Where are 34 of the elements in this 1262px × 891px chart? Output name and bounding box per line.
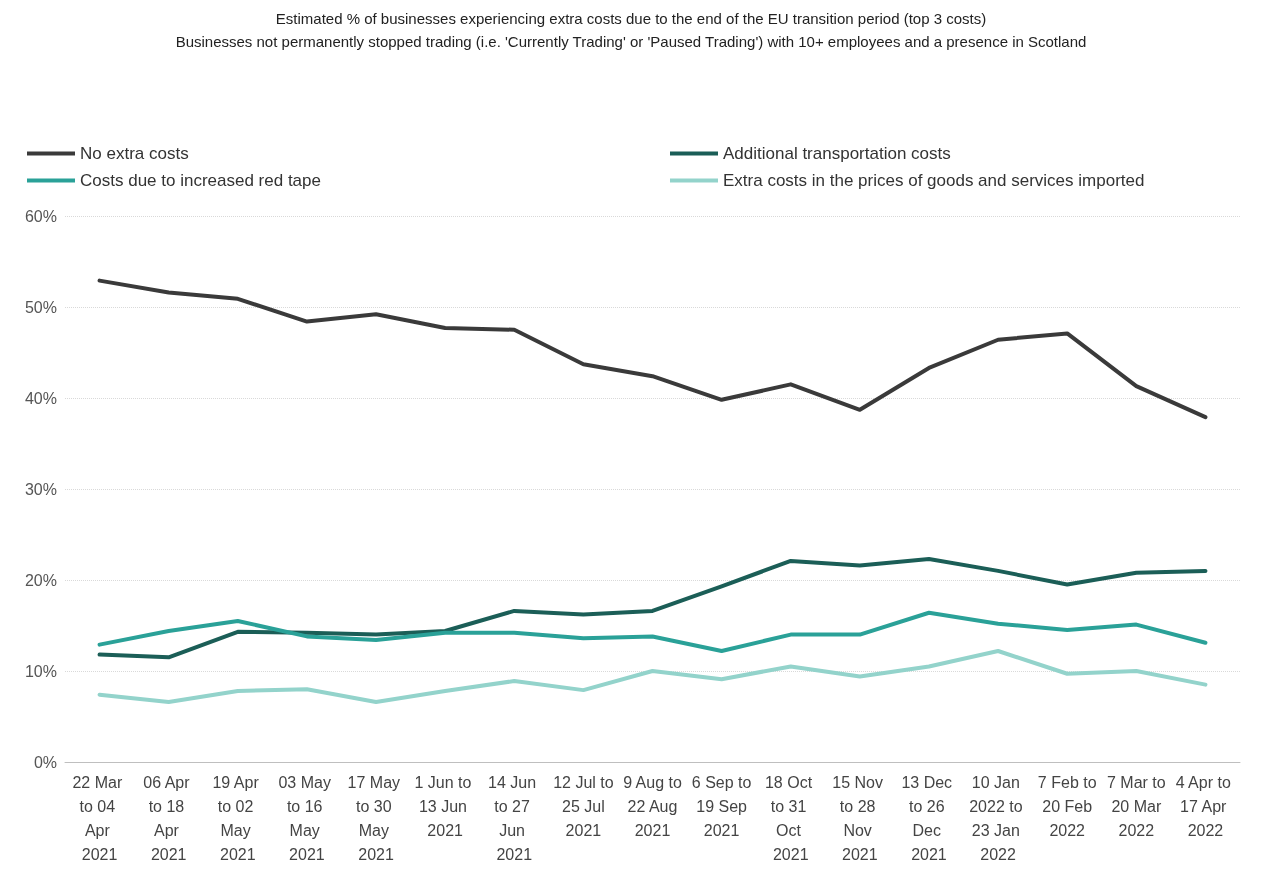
x-tick-label: 13 Dec to 26 Dec 2021 xyxy=(901,773,957,863)
x-tick-label: 1 Jun to 13 Jun 2021 xyxy=(414,773,476,839)
x-tick-label: 03 May to 16 May 2021 xyxy=(278,773,336,863)
x-tick-label: 15 Nov to 28 Nov 2021 xyxy=(832,773,888,863)
line-series xyxy=(97,648,1208,704)
x-tick-label: 10 Jan 2022 to 23 Jan 2022 xyxy=(969,773,1027,863)
x-tick-label: 17 May to 30 May 2021 xyxy=(347,773,405,863)
y-tick-label: 20% xyxy=(24,571,57,589)
legend-label: No extra costs xyxy=(80,144,189,163)
chart-title: Estimated % of businesses experiencing extra costs due to the end of the EU transition period (top 3 costs) xyxy=(275,10,987,27)
x-tick-label: 6 Sep to 19 Sep 2021 xyxy=(691,773,752,839)
legend-label: Costs due to increased red tape xyxy=(80,171,321,190)
y-tick-label: 60% xyxy=(24,207,57,225)
line-series xyxy=(97,278,1208,420)
y-tick-label: 30% xyxy=(24,480,57,498)
x-tick-label: 06 Apr to 18 Apr 2021 xyxy=(143,773,195,863)
legend-label: Additional transportation costs xyxy=(723,144,951,163)
legend-label: Extra costs in the prices of goods and services imported xyxy=(723,171,1145,190)
x-tick-label: 4 Apr to 17 Apr 2022 xyxy=(1175,773,1236,839)
y-tick-label: 10% xyxy=(24,662,57,680)
chart-subtitle: Businesses not permanently stopped trading (i.e. 'Currently Trading' or 'Paused Trading') with 10+ employees and a presence in Scotland xyxy=(175,33,1087,50)
y-tick-label: 0% xyxy=(33,753,57,771)
x-tick-label: 7 Mar to 20 Mar 2022 xyxy=(1106,773,1166,839)
x-tick-label: 12 Jul to 25 Jul 2021 xyxy=(553,773,614,839)
x-tick-label: 14 Jun to 27 Jun 2021 xyxy=(488,773,541,863)
y-tick-label: 40% xyxy=(24,389,57,407)
x-tick-label: 22 Mar to 04 Apr 2021 xyxy=(72,773,127,863)
x-tick-label: 9 Aug to 22 Aug 2021 xyxy=(623,773,682,839)
x-tick-label: 19 Apr to 02 May 2021 xyxy=(212,773,264,863)
line-series xyxy=(97,557,1208,660)
x-tick-label: 18 Oct to 31 Oct 2021 xyxy=(764,773,817,863)
line-series xyxy=(97,610,1208,653)
y-tick-label: 50% xyxy=(24,298,57,316)
x-tick-label: 7 Feb to 20 Feb 2022 xyxy=(1037,773,1097,839)
